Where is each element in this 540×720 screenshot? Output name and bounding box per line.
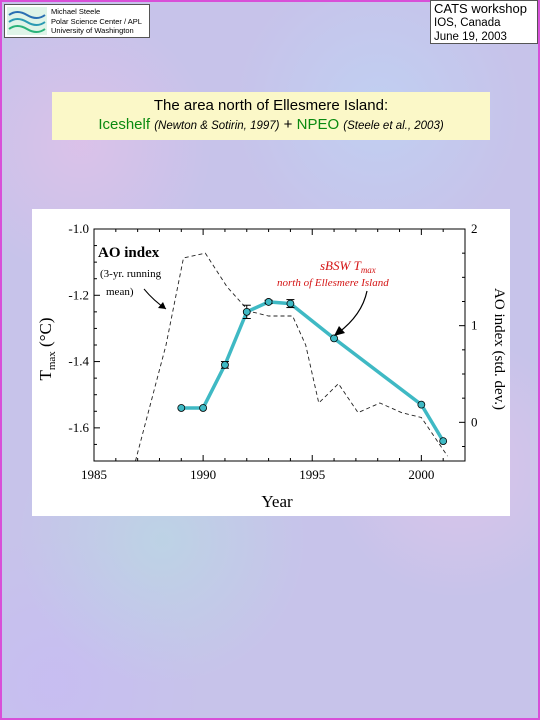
tmax-point [199, 404, 208, 412]
ao-arrowhead [158, 302, 166, 309]
sbsw-arrowhead [334, 326, 345, 336]
author-logo-box: Michael Steele Polar Science Center / AP… [4, 4, 150, 38]
y-left-tick-label: -1.6 [68, 420, 89, 435]
x-tick-label: 1995 [299, 467, 325, 482]
iceshelf-label: Iceshelf [98, 116, 151, 133]
tmax-point [242, 307, 251, 316]
author-name: Michael Steele [51, 7, 101, 16]
title-box: The area north of Ellesmere Island: Ices… [52, 92, 490, 140]
y-axis-right-label: AO index (std. dev.) [491, 288, 507, 410]
page-title: The area north of Ellesmere Island: [153, 97, 389, 114]
y-right-tick-label: 1 [471, 318, 478, 333]
workshop-box: CATS workshop IOS, Canada June 19, 2003 [430, 0, 538, 44]
ao-note-line2: mean) [106, 286, 134, 298]
tmax-point [221, 360, 229, 369]
tmax-line [181, 300, 445, 443]
npeo-citation: (Steele et al., 2003) [343, 120, 444, 132]
iceshelf-citation: (Newton & Sotirin, 1997) [154, 120, 280, 132]
author-university: University of Washington [51, 26, 134, 35]
y-right-tick-label: 2 [471, 221, 478, 236]
author-affiliation: Polar Science Center / APL [51, 16, 142, 26]
ao-note-line1: (3-yr. running [100, 268, 162, 280]
y-right-tick-label: 0 [471, 414, 478, 429]
y-left-tick-label: -1.0 [68, 221, 89, 236]
y-axis-left-label: Tmax (°C) [36, 317, 58, 380]
sbsw-subscript: max [361, 265, 376, 275]
x-tick-label: 2000 [408, 467, 434, 482]
y-left-tick-label: -1.2 [68, 287, 89, 302]
sbsw-location-label: north of Ellesmere Island [277, 277, 389, 289]
workshop-name: CATS workshop [434, 1, 527, 16]
tmax-point [417, 400, 426, 409]
tmax-point [330, 334, 338, 343]
tmax-point [264, 298, 273, 306]
plot-frame [93, 228, 466, 462]
workshop-date: June 19, 2003 [434, 31, 507, 43]
x-tick-label: 1990 [190, 467, 216, 482]
sbsw-label: sBSW Tmax [320, 258, 376, 275]
tmax-point [177, 404, 186, 412]
x-tick-label: 1985 [81, 467, 107, 482]
npeo-label: NPEO [296, 116, 340, 133]
plus-sign: + [283, 116, 293, 133]
tmax-point [439, 437, 448, 446]
sbsw-main: sBSW T [320, 258, 362, 273]
chart-panel: 1985 1990 1995 2000 -1.0 -1.2 -1.4 -1.6 0 1 2 AO i… [32, 209, 510, 516]
tmax-point [286, 299, 295, 308]
workshop-location: IOS, Canada [434, 17, 501, 29]
tmax-ao-chart: 1985 1990 1995 2000 -1.0 -1.2 -1.4 -1.6 0 1 2 AO i… [36, 221, 507, 511]
psc-logo-icon [7, 7, 47, 35]
y-left-tick-label: -1.4 [68, 354, 89, 369]
author-text: Michael Steele Polar Science Center / AP… [51, 7, 142, 36]
ao-index-title: AO index [98, 245, 160, 261]
title-subline: Iceshelf (Newton & Sotirin, 1997) + NPEO… [52, 115, 490, 136]
x-axis-label: Year [261, 492, 293, 511]
sbsw-arrow [337, 290, 368, 334]
ao-index-line [135, 252, 448, 462]
